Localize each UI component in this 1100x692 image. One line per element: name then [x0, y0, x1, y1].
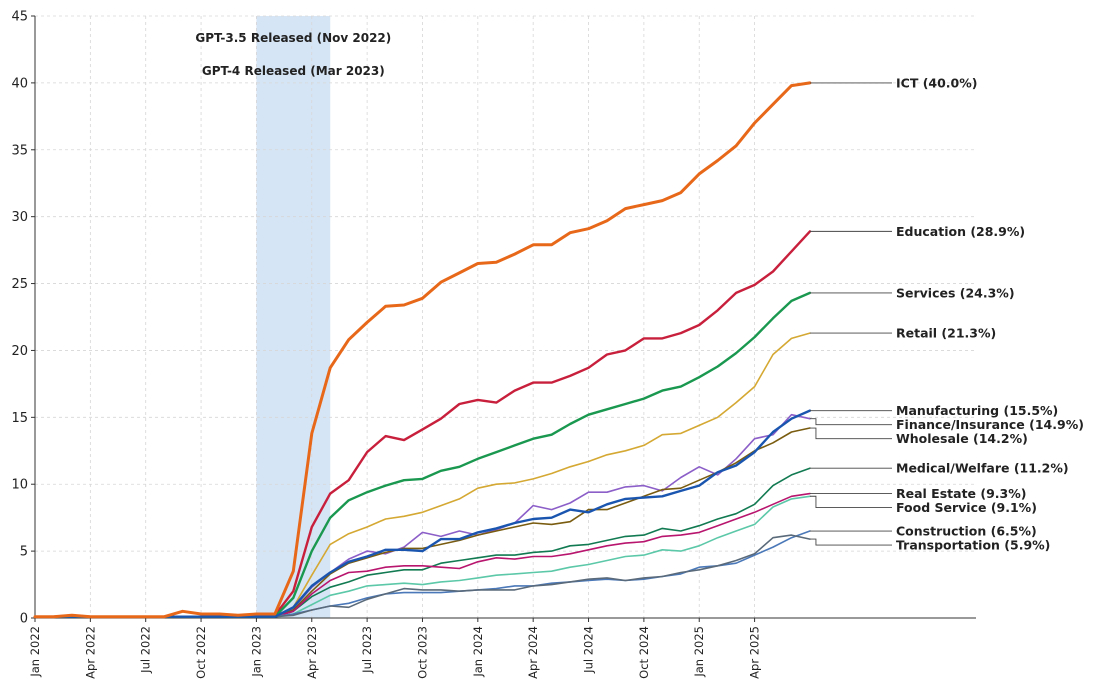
release-period-shading: [256, 16, 331, 618]
series-end-label-education: Education (28.9%): [896, 224, 1025, 239]
series-line-ict: [33, 81, 812, 619]
release-annotation: GPT-4 Released (Mar 2023): [202, 64, 385, 78]
series-end-label-wholesale: Wholesale (14.2%): [896, 431, 1028, 446]
x-tick-label: Apr 2024: [526, 626, 540, 679]
leader-line-food-service: [809, 495, 892, 509]
x-tick-label: Oct 2022: [194, 626, 208, 679]
series-line-construction: [34, 530, 811, 618]
leader-line-wholesale: [809, 427, 892, 440]
x-tick-label: Jan 2023: [249, 626, 263, 678]
y-tick-label: 45: [11, 10, 28, 25]
y-tick-label: 25: [11, 277, 28, 292]
leader-line-transportation: [809, 538, 892, 546]
y-tick-label: 5: [20, 545, 28, 560]
series-end-label-food-service: Food Service (9.1%): [896, 500, 1037, 515]
series-end-label-transportation: Transportation (5.9%): [896, 538, 1050, 553]
x-tick-label: Oct 2024: [637, 626, 651, 679]
y-tick-label: 40: [11, 76, 28, 91]
x-tick-label: Jul 2024: [582, 626, 596, 674]
x-tick-label: Jan 2024: [471, 626, 485, 678]
y-tick-label: 20: [11, 344, 28, 359]
series-end-label-construction: Construction (6.5%): [896, 524, 1037, 539]
x-tick-label: Jan 2025: [692, 626, 706, 678]
y-tick-label: 30: [11, 210, 28, 225]
x-tick-label: Apr 2023: [305, 626, 319, 679]
x-tick-label: Apr 2022: [83, 626, 97, 679]
x-tick-label: Jul 2023: [360, 626, 374, 674]
y-tick-label: 0: [20, 612, 28, 627]
x-tick-label: Jul 2022: [139, 626, 153, 674]
series-end-label-medical-welfare: Medical/Welfare (11.2%): [896, 461, 1069, 476]
y-tick-label: 15: [11, 411, 28, 426]
series-end-label-ict: ICT (40.0%): [896, 75, 978, 90]
series-end-label-manufacturing: Manufacturing (15.5%): [896, 403, 1058, 418]
series-end-label-finance-insurance: Finance/Insurance (14.9%): [896, 417, 1084, 432]
series-line-manufacturing: [33, 409, 812, 618]
series-end-label-real-estate: Real Estate (9.3%): [896, 486, 1026, 501]
y-tick-label: 10: [11, 478, 28, 493]
x-tick-label: Apr 2025: [748, 626, 762, 679]
y-tick-label: 35: [11, 143, 28, 158]
x-tick-label: Oct 2023: [415, 626, 429, 679]
series-end-label-services: Services (24.3%): [896, 285, 1015, 300]
leader-line-finance-insurance: [809, 418, 892, 426]
release-annotation: GPT-3.5 Released (Nov 2022): [195, 31, 391, 45]
x-tick-label: Jan 2022: [28, 626, 42, 678]
series-end-label-retail: Retail (21.3%): [896, 326, 996, 341]
